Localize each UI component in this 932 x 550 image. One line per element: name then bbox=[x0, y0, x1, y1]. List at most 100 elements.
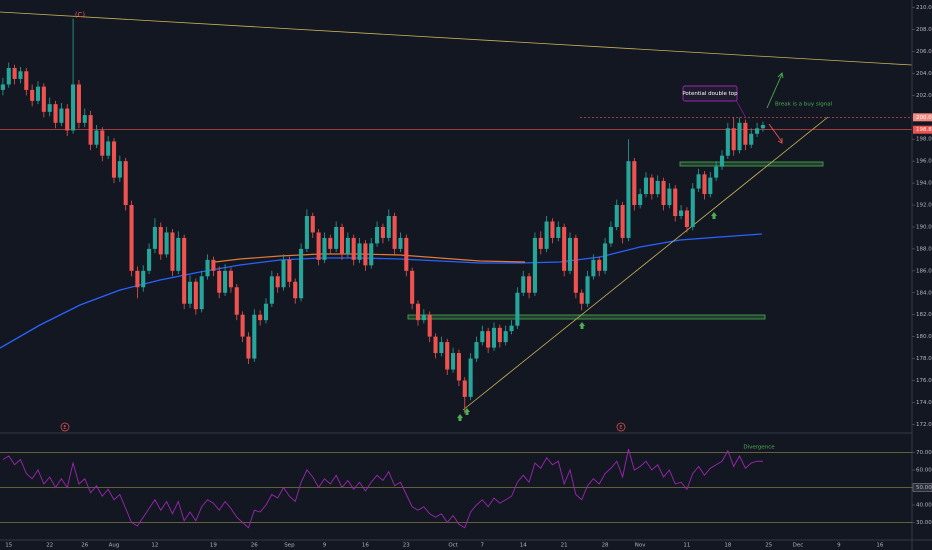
candle-body bbox=[199, 276, 204, 310]
candle-body bbox=[65, 108, 70, 131]
candle-body bbox=[614, 205, 619, 227]
arrow-head bbox=[777, 72, 784, 79]
candle-body bbox=[299, 248, 304, 299]
candle-body bbox=[591, 259, 596, 277]
candle-body bbox=[649, 177, 654, 195]
candle-body bbox=[480, 331, 485, 343]
candle-body bbox=[24, 71, 29, 90]
candle-body bbox=[661, 180, 666, 206]
candle-body bbox=[491, 327, 497, 348]
x-tick-label: 25 bbox=[765, 543, 772, 549]
support-trendline bbox=[462, 116, 829, 411]
e-label: E bbox=[63, 425, 66, 431]
candle-body bbox=[585, 276, 590, 304]
y-tick-label: 192.00 bbox=[916, 203, 932, 209]
candle-body bbox=[626, 161, 631, 238]
candle-body bbox=[76, 84, 81, 123]
price-label: 200.00 bbox=[916, 115, 932, 121]
up-marker bbox=[464, 408, 470, 415]
y-tick-label: 184.00 bbox=[916, 290, 932, 296]
candle-body bbox=[544, 221, 549, 249]
candle-body bbox=[760, 124, 765, 129]
candle-body bbox=[170, 232, 175, 271]
y-tick-label: 196.00 bbox=[916, 159, 932, 165]
candle-body bbox=[392, 216, 397, 249]
candle-body bbox=[252, 314, 257, 359]
y-tick-label: 208.00 bbox=[916, 27, 932, 33]
arrow bbox=[766, 73, 783, 109]
candle-body bbox=[310, 216, 315, 233]
rsi-tick-label: 50.00 bbox=[916, 485, 932, 491]
candle-body bbox=[755, 128, 760, 134]
y-tick-label: 176.00 bbox=[916, 378, 932, 384]
candle-body bbox=[375, 226, 380, 244]
candle-body bbox=[94, 130, 99, 145]
candle-body bbox=[386, 216, 391, 238]
candle-body bbox=[18, 71, 23, 79]
up-marker bbox=[711, 212, 717, 219]
y-tick-label: 194.00 bbox=[916, 181, 932, 187]
candles bbox=[0, 18, 912, 414]
candle-body bbox=[269, 276, 274, 304]
candle-body bbox=[141, 270, 146, 288]
candle-body bbox=[217, 270, 222, 293]
candle-body bbox=[474, 342, 479, 359]
candle-body bbox=[106, 141, 111, 156]
candle-body bbox=[719, 155, 725, 167]
candle-body bbox=[228, 270, 233, 288]
candle-body bbox=[468, 358, 473, 397]
candle-body bbox=[567, 237, 573, 271]
moving-average-slow bbox=[0, 233, 763, 349]
x-tick-label: 22 bbox=[46, 543, 53, 549]
candle-body bbox=[620, 205, 625, 238]
candle-body bbox=[6, 67, 11, 85]
x-tick-label: Oct bbox=[448, 543, 458, 549]
x-tick-label: 15 bbox=[5, 543, 12, 549]
candle-body bbox=[205, 259, 210, 277]
overlays bbox=[0, 11, 913, 411]
candle-body bbox=[258, 314, 263, 321]
candle-body bbox=[357, 243, 362, 260]
candle-body bbox=[322, 237, 327, 260]
candle-body bbox=[486, 331, 491, 348]
candle-body bbox=[714, 166, 719, 178]
candle-body bbox=[334, 226, 339, 249]
arrow-head bbox=[777, 138, 783, 144]
y-tick-label: 206.00 bbox=[916, 49, 932, 55]
candle-body bbox=[30, 89, 35, 101]
candle-body bbox=[316, 232, 321, 260]
x-tick-label: 14 bbox=[520, 543, 527, 549]
x-tick-label: 7 bbox=[481, 543, 485, 549]
candle-body bbox=[211, 259, 216, 271]
candle-body bbox=[182, 237, 187, 304]
candle-body bbox=[456, 353, 461, 381]
x-tick-label: 26 bbox=[251, 543, 258, 549]
candle-body bbox=[532, 237, 537, 293]
candle-body bbox=[684, 210, 689, 227]
candle-body bbox=[445, 342, 450, 370]
candle-body bbox=[41, 86, 46, 112]
candle-body bbox=[111, 141, 117, 178]
rsi-line bbox=[2, 448, 763, 529]
rsi-tick-label: 40.00 bbox=[916, 503, 932, 509]
price-label-box bbox=[913, 125, 932, 134]
up-marker bbox=[457, 414, 463, 421]
candle-body bbox=[673, 188, 678, 216]
candle-body bbox=[234, 287, 239, 315]
e-marker bbox=[616, 422, 626, 432]
e-label: E bbox=[619, 425, 622, 431]
candle-body bbox=[638, 194, 643, 206]
x-tick-label: 26 bbox=[81, 543, 88, 549]
candle-body bbox=[679, 210, 684, 216]
candle-body bbox=[433, 336, 438, 354]
candle-body bbox=[164, 232, 169, 255]
wave-label: (C) bbox=[75, 11, 86, 19]
candle-body bbox=[427, 314, 432, 337]
candle-body bbox=[12, 67, 17, 79]
candle-body bbox=[0, 84, 5, 90]
candle-body bbox=[410, 270, 415, 304]
candle-body bbox=[632, 161, 637, 206]
x-tick-label: 21 bbox=[561, 543, 568, 549]
